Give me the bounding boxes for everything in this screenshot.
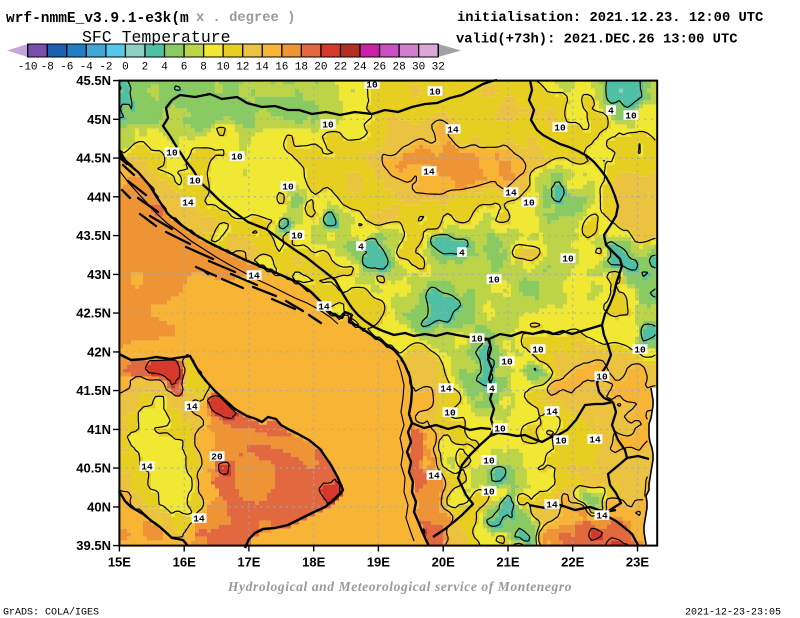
svg-text:10: 10 <box>322 120 334 131</box>
svg-text:40.5N: 40.5N <box>76 461 111 476</box>
svg-text:40N: 40N <box>87 500 111 515</box>
svg-text:14: 14 <box>440 384 452 395</box>
svg-text:10: 10 <box>634 345 646 356</box>
svg-text:14: 14 <box>318 302 330 313</box>
svg-text:44.5N: 44.5N <box>76 151 111 166</box>
svg-text:22: 22 <box>334 62 347 74</box>
svg-text:10: 10 <box>555 436 567 447</box>
svg-text:21E: 21E <box>496 555 519 570</box>
svg-text:39.5N: 39.5N <box>76 538 111 553</box>
svg-text:wrf-nmmE_v3.9.1-e3k(m: wrf-nmmE_v3.9.1-e3k(m <box>6 11 189 27</box>
svg-text:10: 10 <box>217 62 230 74</box>
svg-text:18: 18 <box>295 62 308 74</box>
svg-text:16E: 16E <box>173 555 196 570</box>
svg-text:14: 14 <box>589 435 601 446</box>
svg-text:-2: -2 <box>99 62 112 74</box>
svg-text:4: 4 <box>358 242 364 253</box>
svg-text:30: 30 <box>412 62 425 74</box>
svg-text:14: 14 <box>193 514 205 525</box>
svg-text:15E: 15E <box>108 555 131 570</box>
svg-text:41N: 41N <box>87 422 111 437</box>
svg-text:14: 14 <box>596 511 608 522</box>
svg-text:43N: 43N <box>87 267 111 282</box>
svg-text:2021-12-23-23:05: 2021-12-23-23:05 <box>685 608 781 618</box>
svg-text:x . degree ): x . degree ) <box>196 10 295 26</box>
svg-text:26: 26 <box>373 62 386 74</box>
svg-text:16: 16 <box>275 62 288 74</box>
svg-text:10: 10 <box>532 345 544 356</box>
svg-text:4: 4 <box>459 248 465 259</box>
svg-text:10: 10 <box>625 111 637 122</box>
svg-text:10: 10 <box>231 152 243 163</box>
svg-text:20: 20 <box>211 452 223 463</box>
svg-text:4: 4 <box>608 106 614 117</box>
svg-text:14: 14 <box>428 471 440 482</box>
svg-text:22E: 22E <box>561 555 584 570</box>
svg-text:24: 24 <box>353 62 367 74</box>
svg-text:10: 10 <box>471 334 483 345</box>
svg-text:10: 10 <box>291 231 303 242</box>
svg-text:41.5N: 41.5N <box>76 383 111 398</box>
svg-text:12: 12 <box>236 62 249 74</box>
svg-text:10: 10 <box>596 372 608 383</box>
svg-text:20E: 20E <box>432 555 455 570</box>
svg-text:14: 14 <box>546 407 558 418</box>
svg-text:23E: 23E <box>626 555 649 570</box>
svg-text:10: 10 <box>189 176 201 187</box>
svg-text:14: 14 <box>423 167 435 178</box>
svg-text:10: 10 <box>444 408 456 419</box>
svg-text:Hydrological and Meteorologica: Hydrological and Meteorological service … <box>227 579 572 594</box>
svg-text:10: 10 <box>562 254 574 265</box>
svg-text:-4: -4 <box>80 62 94 74</box>
svg-text:17E: 17E <box>237 555 260 570</box>
svg-text:45.5N: 45.5N <box>76 73 111 88</box>
svg-text:2: 2 <box>142 62 149 74</box>
svg-text:10: 10 <box>554 123 566 134</box>
svg-text:14: 14 <box>256 62 270 74</box>
svg-text:14: 14 <box>182 198 194 209</box>
svg-text:10: 10 <box>483 487 495 498</box>
svg-text:0: 0 <box>122 62 129 74</box>
svg-text:4: 4 <box>489 384 495 395</box>
svg-text:10: 10 <box>523 198 535 209</box>
svg-text:10: 10 <box>501 357 513 368</box>
svg-text:14: 14 <box>186 402 198 413</box>
svg-text:10: 10 <box>483 456 495 467</box>
svg-text:19E: 19E <box>367 555 390 570</box>
svg-text:20: 20 <box>314 62 327 74</box>
svg-text:14: 14 <box>248 271 260 282</box>
svg-text:43.5N: 43.5N <box>76 228 111 243</box>
svg-text:10: 10 <box>429 87 441 98</box>
svg-text:10: 10 <box>282 182 294 193</box>
svg-text:-8: -8 <box>41 62 54 74</box>
svg-text:45N: 45N <box>87 112 111 127</box>
svg-text:28: 28 <box>392 62 405 74</box>
svg-text:14: 14 <box>447 125 459 136</box>
svg-text:4: 4 <box>161 62 168 74</box>
svg-text:42.5N: 42.5N <box>76 306 111 321</box>
svg-text:14: 14 <box>546 500 558 511</box>
svg-text:42N: 42N <box>87 345 111 360</box>
svg-text:14: 14 <box>141 462 153 473</box>
svg-text:10: 10 <box>488 275 500 286</box>
svg-text:-10: -10 <box>18 62 38 74</box>
svg-text:valid(+73h): 2021.DEC.26 13:00: valid(+73h): 2021.DEC.26 13:00 UTC <box>456 32 738 48</box>
svg-text:8: 8 <box>200 62 207 74</box>
svg-text:6: 6 <box>181 62 188 74</box>
svg-text:initialisation: 2021.12.23. 12: initialisation: 2021.12.23. 12:00 UTC <box>457 10 763 26</box>
svg-text:10: 10 <box>494 424 506 435</box>
svg-text:18E: 18E <box>302 555 325 570</box>
svg-text:32: 32 <box>432 62 445 74</box>
svg-text:10: 10 <box>166 148 178 159</box>
svg-text:SFC Temperature: SFC Temperature <box>82 28 231 47</box>
svg-text:44N: 44N <box>87 189 111 204</box>
svg-text:10: 10 <box>366 80 378 91</box>
svg-text:14: 14 <box>505 188 517 199</box>
svg-text:-6: -6 <box>60 62 73 74</box>
svg-text:GrADS: COLA/IGES: GrADS: COLA/IGES <box>3 607 99 618</box>
